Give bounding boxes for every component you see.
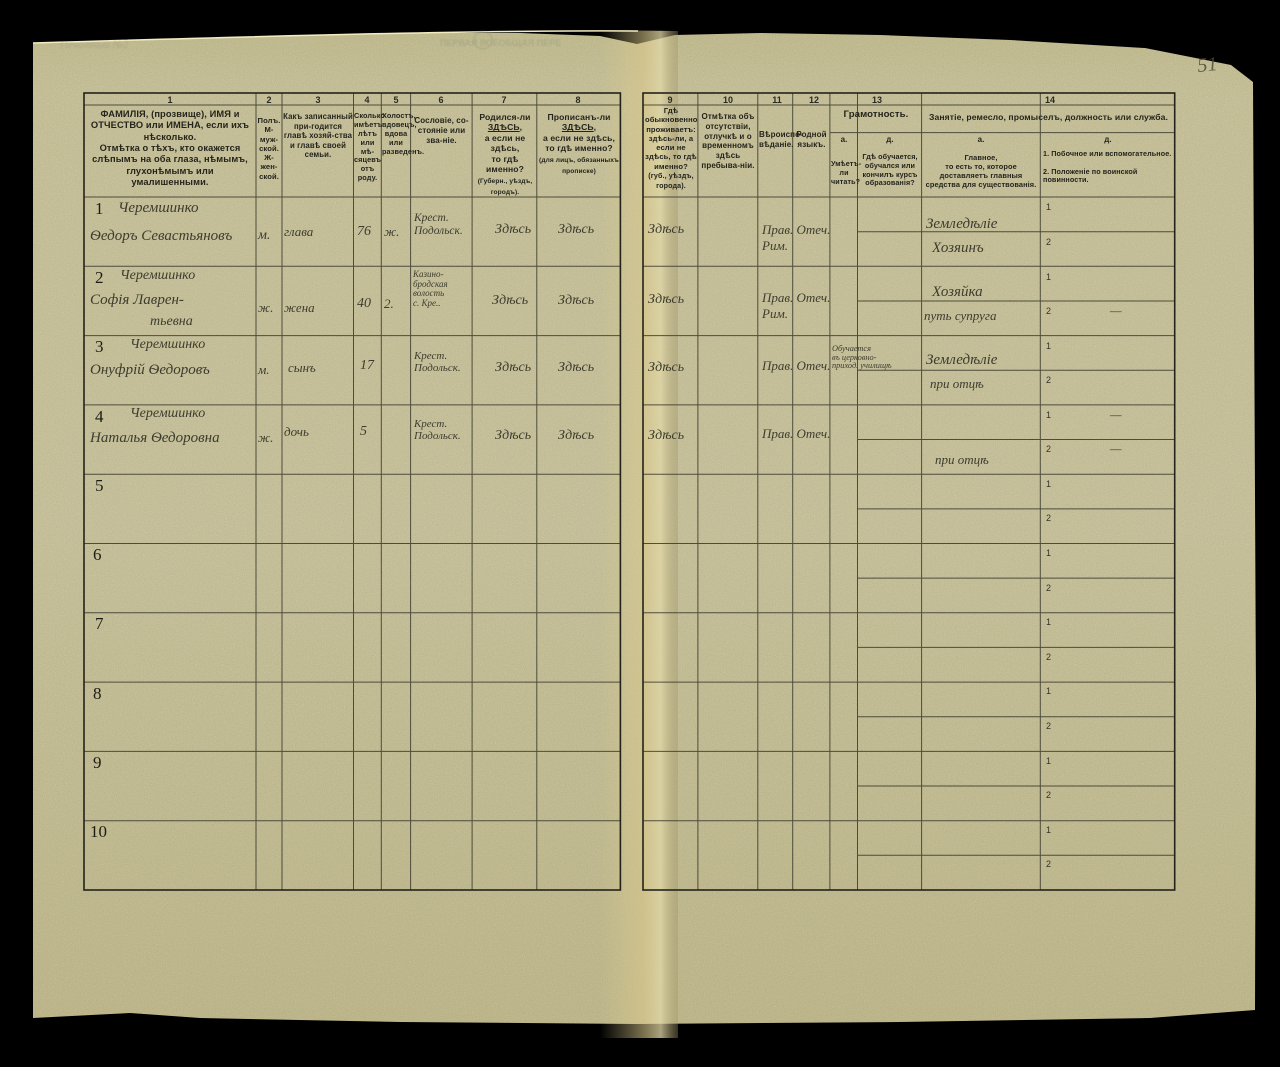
svg-text:Печатный №2: Печатный №2 [59,39,129,51]
svg-text:51: 51 [1196,53,1218,77]
svg-text:ПЕРВАЯ ВСЕОБЩАЯ ПЕРЕ: ПЕРВАЯ ВСЕОБЩАЯ ПЕРЕ [440,38,561,48]
